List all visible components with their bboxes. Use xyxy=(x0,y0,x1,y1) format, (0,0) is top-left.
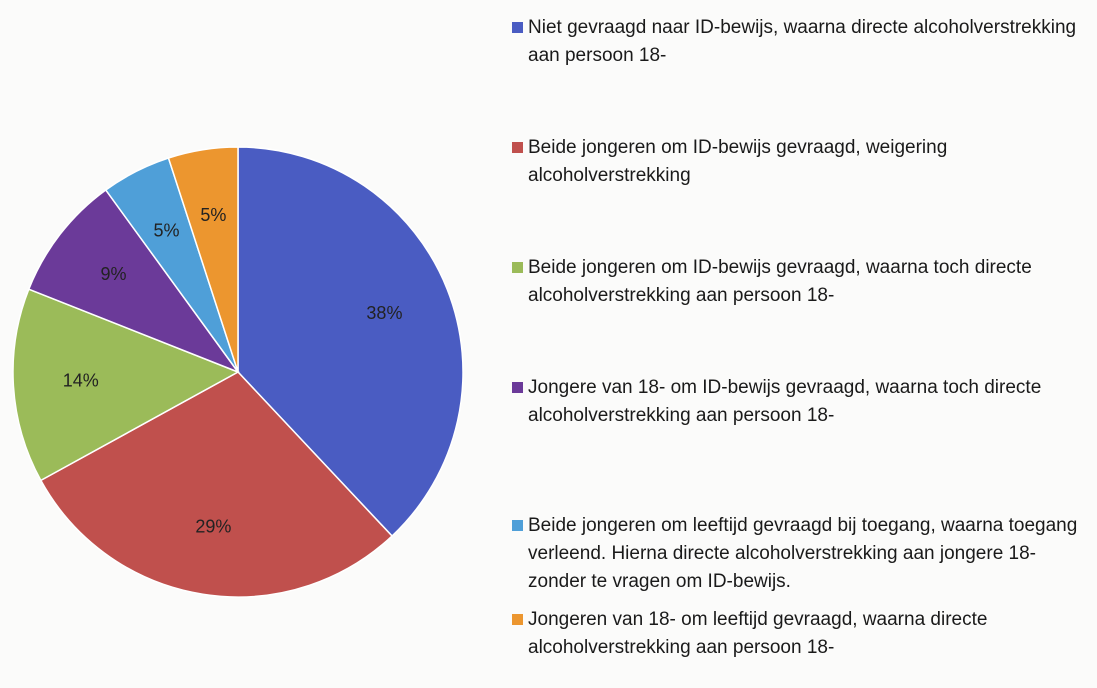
pie-slice xyxy=(237,146,464,538)
legend-item: Beide jongeren om ID-bewijs gevraagd, we… xyxy=(512,134,1092,190)
data-label: 5% xyxy=(200,205,226,225)
pie-slice xyxy=(12,288,240,482)
legend-item: Beide jongeren om leeftijd gevraagd bij … xyxy=(512,512,1092,596)
legend-label: Beide jongeren om leeftijd gevraagd bij … xyxy=(528,515,1078,592)
pie-slice xyxy=(39,371,394,598)
legend-item: Jongeren van 18- om leeftijd gevraagd, w… xyxy=(512,606,1092,662)
legend-swatch xyxy=(512,262,523,273)
data-label: 29% xyxy=(195,516,231,536)
legend-label: Niet gevraagd naar ID-bewijs, waarna dir… xyxy=(528,17,1077,66)
legend-swatch xyxy=(512,22,523,33)
legend-label: Beide jongeren om ID-bewijs gevraagd, wa… xyxy=(528,257,1032,306)
legend-label: Jongeren van 18- om leeftijd gevraagd, w… xyxy=(528,609,988,658)
legend-swatch xyxy=(512,142,523,153)
pie-slice xyxy=(27,188,241,374)
legend-swatch xyxy=(512,614,523,625)
legend-item: Beide jongeren om ID-bewijs gevraagd, wa… xyxy=(512,254,1092,310)
legend-label: Jongere van 18- om ID-bewijs gevraagd, w… xyxy=(528,377,1042,426)
pie-slice xyxy=(167,146,239,373)
data-label: 14% xyxy=(63,371,99,391)
pie-chart: 38% 29% 14% 9% 5% 5% xyxy=(12,146,464,598)
legend-item: Jongere van 18- om ID-bewijs gevraagd, w… xyxy=(512,374,1092,430)
legend-label: Beide jongeren om ID-bewijs gevraagd, we… xyxy=(528,137,948,186)
legend-swatch xyxy=(512,382,523,393)
legend-item: Niet gevraagd naar ID-bewijs, waarna dir… xyxy=(512,14,1092,70)
legend-swatch xyxy=(512,520,523,531)
data-label: 5% xyxy=(153,220,179,240)
data-label: 38% xyxy=(366,303,402,323)
data-label: 9% xyxy=(101,264,127,284)
